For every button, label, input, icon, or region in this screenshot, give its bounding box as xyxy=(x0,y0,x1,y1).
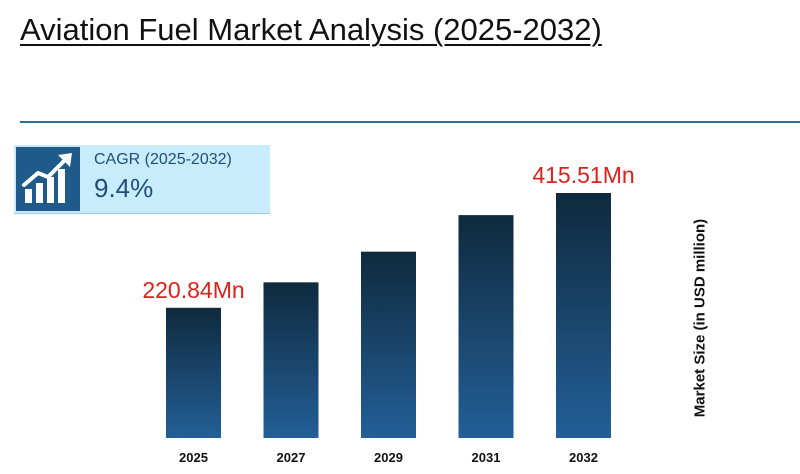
growth-chart-icon xyxy=(16,147,80,211)
cagr-box: CAGR (2025-2032) 9.4% xyxy=(14,145,270,214)
bar-2027 xyxy=(263,282,319,438)
x-tick-label: 2025 xyxy=(179,450,208,465)
page-title: Aviation Fuel Market Analysis (2025-2032… xyxy=(20,12,602,47)
bar-2032 xyxy=(556,193,611,438)
cagr-value: 9.4% xyxy=(94,173,154,203)
x-tick-label: 2032 xyxy=(569,450,598,465)
bar-2025 xyxy=(166,307,221,438)
title-divider xyxy=(20,121,800,123)
data-label-2032: 415.51Mn xyxy=(532,162,634,188)
x-tick-label: 2027 xyxy=(277,450,306,465)
x-tick-label: 2031 xyxy=(472,450,501,465)
bar-2031 xyxy=(458,215,514,438)
y-axis-label: Market Size (in USD million) xyxy=(691,218,709,418)
bar-2029 xyxy=(361,251,416,438)
data-label-2025: 220.84Mn xyxy=(142,277,244,303)
cagr-label: CAGR (2025-2032) xyxy=(94,151,232,168)
x-tick-label: 2029 xyxy=(374,450,403,465)
